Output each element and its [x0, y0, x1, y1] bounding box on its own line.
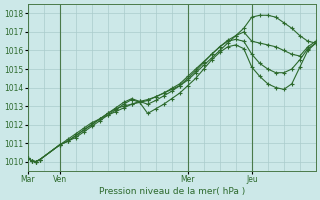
- X-axis label: Pression niveau de la mer( hPa ): Pression niveau de la mer( hPa ): [99, 187, 245, 196]
